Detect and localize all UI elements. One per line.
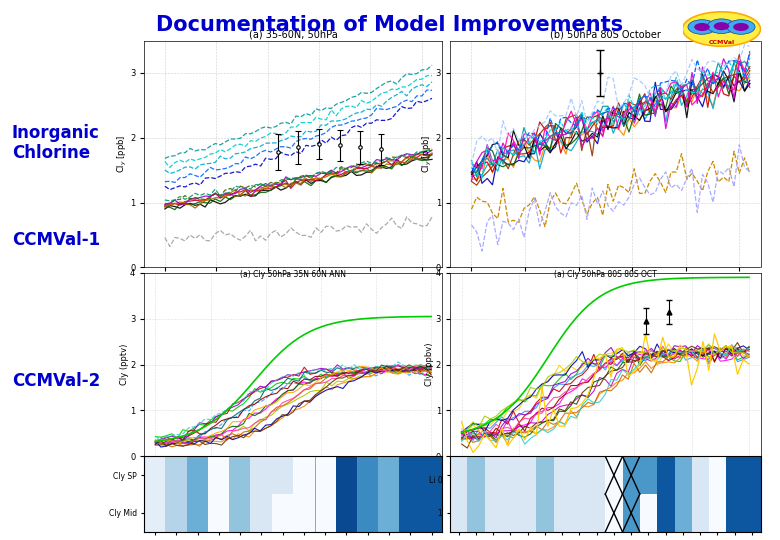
Circle shape xyxy=(733,23,749,31)
Text: CCMVal-1: CCMVal-1 xyxy=(12,231,100,249)
X-axis label: Year: Year xyxy=(285,476,302,485)
Text: Inorganic
Chlorine: Inorganic Chlorine xyxy=(12,124,100,163)
Text: CCMVal-2: CCMVal-2 xyxy=(12,372,100,390)
Text: (a) Cly 50hPa 35N 60N ANN: (a) Cly 50hPa 35N 60N ANN xyxy=(240,270,346,279)
X-axis label: Year: Year xyxy=(285,287,302,296)
X-axis label: Year: Year xyxy=(597,287,614,296)
Text: CCMVal: CCMVal xyxy=(708,40,735,45)
Circle shape xyxy=(707,19,736,33)
Circle shape xyxy=(714,22,729,30)
Circle shape xyxy=(688,19,716,35)
Text: Li 0: Li 0 xyxy=(428,476,442,485)
Circle shape xyxy=(694,23,710,31)
Title: (a) 35-60N, 50hPa: (a) 35-60N, 50hPa xyxy=(249,30,338,40)
Ellipse shape xyxy=(682,12,760,46)
Y-axis label: Cly (pptv): Cly (pptv) xyxy=(119,344,129,385)
Y-axis label: Cl$_y$ [ppb]: Cl$_y$ [ppb] xyxy=(421,134,434,173)
Title: (b) 50hPa 80S October: (b) 50hPa 80S October xyxy=(550,30,661,40)
Circle shape xyxy=(727,19,755,35)
Y-axis label: Cly (ppbv): Cly (ppbv) xyxy=(425,343,434,386)
Text: (a) Cly 50hPa 80S 80S OCT: (a) Cly 50hPa 80S 80S OCT xyxy=(554,270,657,279)
X-axis label: Year: Year xyxy=(597,476,614,485)
Text: Documentation of Model Improvements: Documentation of Model Improvements xyxy=(157,15,623,35)
Y-axis label: Cl$_y$ [ppb]: Cl$_y$ [ppb] xyxy=(115,134,129,173)
